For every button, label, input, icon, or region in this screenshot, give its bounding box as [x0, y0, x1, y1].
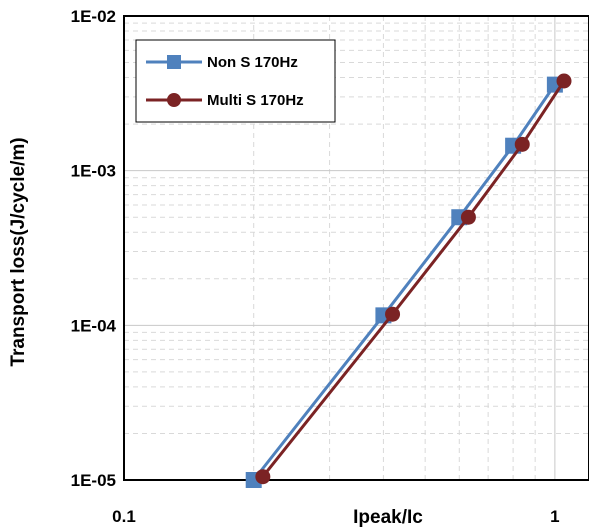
- x-tick-label: 1: [550, 507, 559, 526]
- y-tick-label: 1E-03: [71, 162, 116, 181]
- series-non-s-170hz: [245, 76, 563, 488]
- legend-entry: Multi S 170Hz: [146, 92, 304, 109]
- legend-marker-square: [167, 55, 181, 69]
- legend-marker-circle: [167, 93, 181, 107]
- y-tick-label: 1E-02: [71, 7, 116, 26]
- series-layer: [245, 73, 572, 488]
- data-point-circle: [385, 306, 401, 322]
- minor-gridlines: [124, 16, 589, 480]
- x-tick-label: 0.1: [112, 507, 136, 526]
- legend-box: [135, 39, 336, 123]
- y-tick-label: 1E-04: [71, 316, 117, 335]
- legend-entry: Non S 170Hz: [146, 54, 298, 71]
- plot-area-frame: [123, 15, 589, 481]
- data-point-circle: [556, 73, 572, 89]
- x-axis-title: Ipeak/Ic: [353, 507, 423, 528]
- tick-labels: 1E-05 1E-04 1E-03 1E-02 0.1 1: [71, 7, 560, 526]
- data-point-circle: [255, 469, 271, 485]
- legend: Non S 170Hz Multi S 170Hz: [135, 39, 336, 123]
- data-point-circle: [460, 209, 476, 225]
- y-axis-title: Transport loss(J/cycle/m): [8, 137, 29, 366]
- series-multi-s-170hz: [255, 73, 572, 485]
- legend-label: Multi S 170Hz: [207, 92, 304, 109]
- data-point-circle: [514, 136, 530, 152]
- y-tick-label: 1E-05: [71, 471, 116, 490]
- legend-label: Non S 170Hz: [207, 54, 298, 71]
